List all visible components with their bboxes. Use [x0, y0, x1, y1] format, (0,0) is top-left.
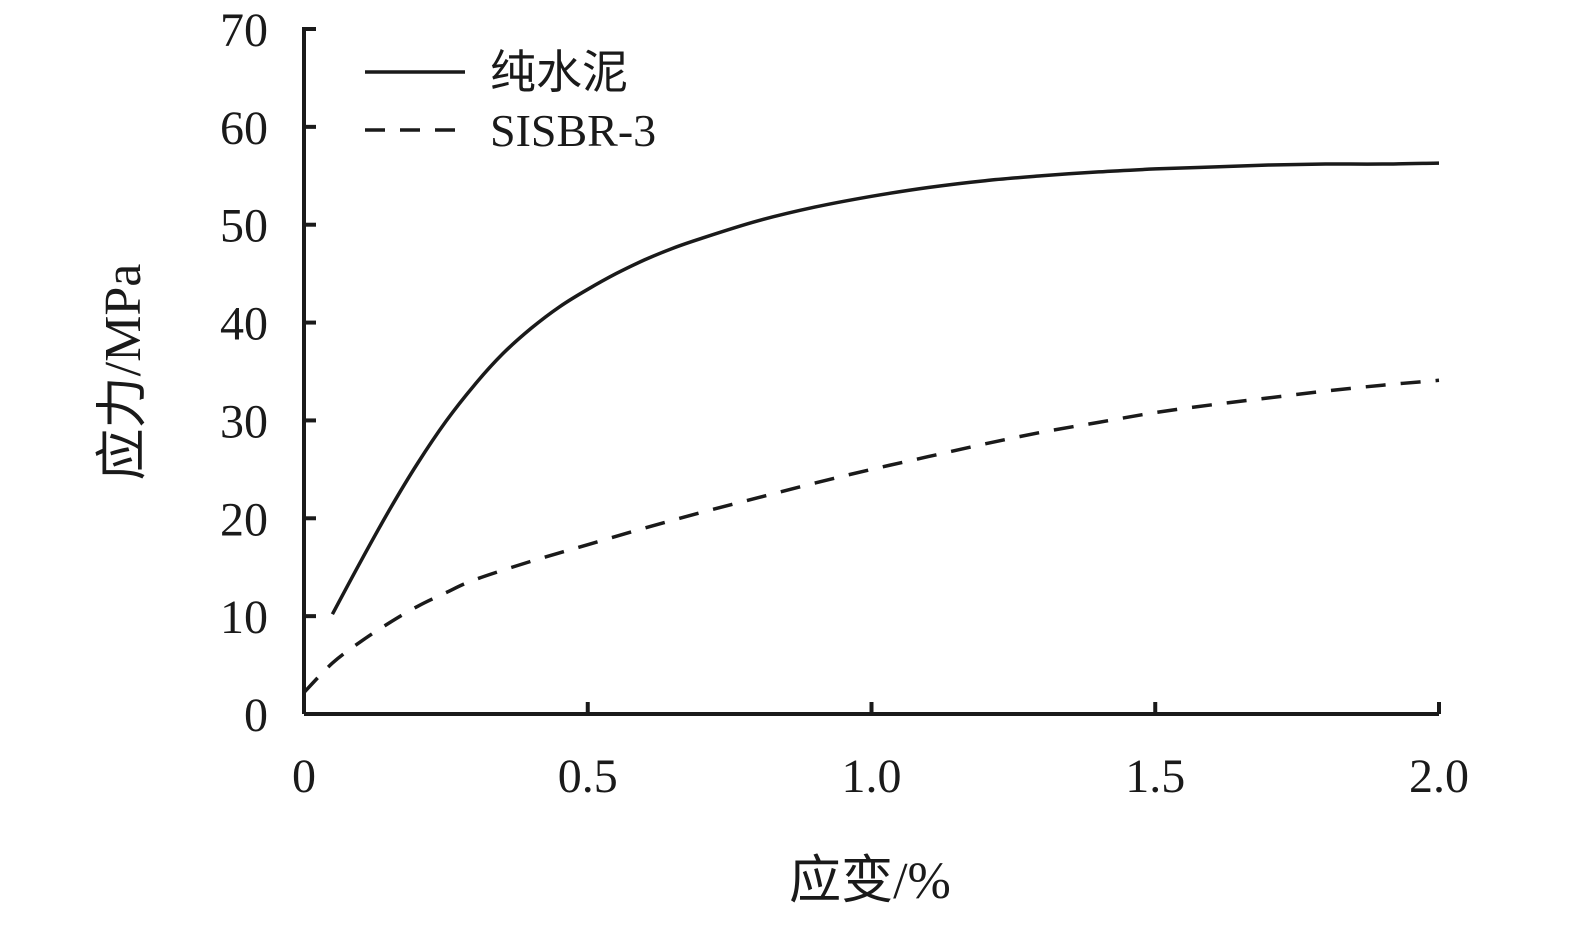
y-tick-label: 30	[220, 395, 268, 448]
x-tick-label: 0	[292, 750, 316, 803]
legend: 纯水泥 SISBR-3	[365, 47, 656, 156]
y-tick-label: 70	[220, 4, 268, 57]
y-tick-label: 40	[220, 298, 268, 351]
series-line-2	[302, 378, 1440, 694]
y-tick-label: 50	[220, 200, 268, 253]
legend-label-1: 纯水泥	[490, 47, 628, 98]
y-tick-label: 20	[220, 493, 268, 546]
legend-label-2: SISBR-3	[490, 105, 656, 156]
y-tick-label: 60	[220, 102, 268, 155]
x-axis-title: 应变/%	[789, 853, 951, 910]
y-axis-title: 应力/MPa	[95, 264, 152, 481]
plot-lines	[302, 161, 1440, 694]
x-tick-label: 1.0	[842, 750, 902, 803]
axes: 0 0.5 1.0 1.5 2.0 0 10 20 30 40 50 60 70	[220, 4, 1469, 803]
y-tick-label: 0	[244, 689, 268, 742]
x-tick-label: 2.0	[1409, 750, 1469, 803]
series-line-1	[330, 161, 1440, 616]
x-tick-label: 1.5	[1125, 750, 1185, 803]
x-tick-label: 0.5	[558, 750, 618, 803]
y-tick-label: 10	[220, 591, 268, 644]
